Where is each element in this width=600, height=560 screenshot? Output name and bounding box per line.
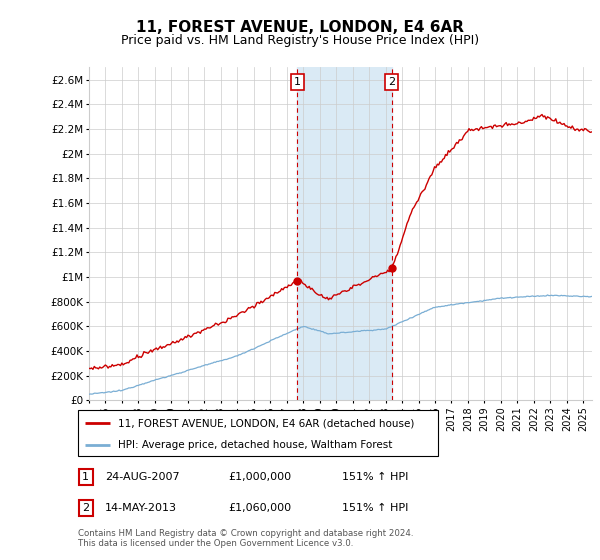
Text: Price paid vs. HM Land Registry's House Price Index (HPI): Price paid vs. HM Land Registry's House … [121, 34, 479, 46]
Text: £1,000,000: £1,000,000 [228, 472, 291, 482]
Text: 11, FOREST AVENUE, LONDON, E4 6AR: 11, FOREST AVENUE, LONDON, E4 6AR [136, 20, 464, 35]
Text: 11, FOREST AVENUE, LONDON, E4 6AR (detached house): 11, FOREST AVENUE, LONDON, E4 6AR (detac… [118, 418, 414, 428]
Text: 1: 1 [82, 472, 89, 482]
Bar [298, 67, 392, 400]
Text: Contains HM Land Registry data © Crown copyright and database right 2024.: Contains HM Land Registry data © Crown c… [78, 529, 413, 538]
Text: 1: 1 [294, 77, 301, 87]
Text: 2: 2 [388, 77, 395, 87]
Text: HPI: Average price, detached house, Waltham Forest: HPI: Average price, detached house, Walt… [118, 440, 392, 450]
Text: 14-MAY-2013: 14-MAY-2013 [105, 503, 177, 513]
Text: £1,060,000: £1,060,000 [228, 503, 291, 513]
Text: 151% ↑ HPI: 151% ↑ HPI [342, 472, 409, 482]
Text: 2: 2 [82, 503, 89, 513]
Text: 24-AUG-2007: 24-AUG-2007 [105, 472, 179, 482]
Text: This data is licensed under the Open Government Licence v3.0.: This data is licensed under the Open Gov… [78, 539, 353, 548]
Text: 151% ↑ HPI: 151% ↑ HPI [342, 503, 409, 513]
